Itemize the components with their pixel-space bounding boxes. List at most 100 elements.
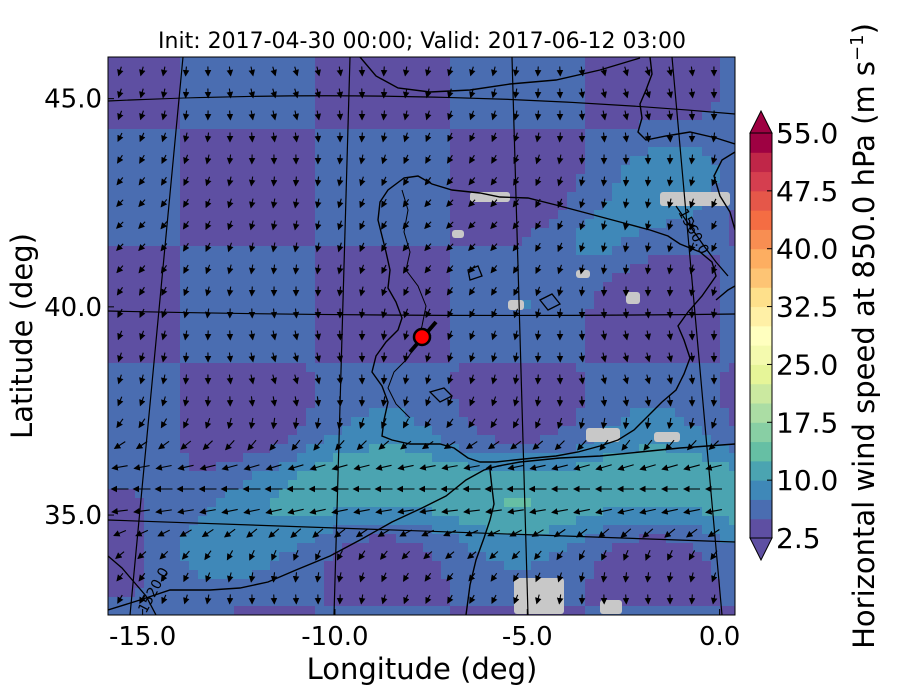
wind-vector: [403, 154, 410, 165]
wind-vector: [579, 264, 586, 275]
field-cell: [162, 138, 172, 148]
field-cell: [405, 309, 415, 319]
field-cell: [171, 435, 181, 445]
wind-vector: [248, 88, 255, 99]
field-cell: [153, 246, 163, 256]
field-cell: [369, 57, 379, 67]
field-cell: [720, 417, 730, 427]
field-cell: [306, 390, 316, 400]
field-cell: [135, 57, 145, 67]
field-cell: [693, 363, 703, 373]
missing-data-patch: [508, 300, 524, 310]
field-cell: [279, 435, 289, 445]
field-cell: [342, 372, 352, 382]
field-cell: [720, 399, 730, 409]
field-cell: [126, 336, 136, 346]
field-cell: [144, 471, 154, 481]
wind-vector: [157, 529, 170, 537]
field-cell: [504, 282, 514, 292]
field-cell: [639, 390, 649, 400]
field-cell: [288, 228, 298, 238]
field-cell: [621, 183, 631, 193]
field-cell: [639, 381, 649, 391]
field-cell: [117, 237, 127, 247]
field-cell: [189, 561, 199, 571]
field-cell: [252, 399, 262, 409]
field-cell: [315, 120, 325, 130]
field-cell: [603, 93, 613, 103]
field-cell: [396, 66, 406, 76]
field-cell: [432, 588, 442, 598]
field-cell: [270, 318, 280, 328]
wind-vector: [226, 88, 234, 99]
field-cell: [288, 516, 298, 526]
field-cell: [702, 570, 712, 580]
field-cell: [441, 435, 451, 445]
field-cell: [243, 372, 253, 382]
field-cell: [351, 228, 361, 238]
field-cell: [657, 309, 667, 319]
field-cell: [297, 381, 307, 391]
field-cell: [315, 498, 325, 508]
field-cell: [495, 363, 505, 373]
field-cell: [585, 111, 595, 121]
field-cell: [405, 255, 415, 265]
field-cell: [216, 318, 226, 328]
field-cell: [387, 381, 397, 391]
field-cell: [162, 453, 172, 463]
field-cell: [243, 534, 253, 544]
field-cell: [540, 255, 550, 265]
field-cell: [396, 453, 406, 463]
field-cell: [279, 543, 289, 553]
field-cell: [594, 156, 604, 166]
field-cell: [153, 480, 163, 490]
field-cell: [639, 138, 649, 148]
field-cell: [162, 435, 172, 445]
wind-vector: [601, 220, 608, 231]
wind-vector: [380, 374, 388, 385]
field-cell: [468, 300, 478, 310]
wind-vector: [491, 110, 498, 121]
field-cell: [396, 498, 406, 508]
field-cell: [432, 444, 442, 454]
field-cell: [657, 228, 667, 238]
field-cell: [315, 435, 325, 445]
coastline-iberia: [371, 175, 717, 463]
field-cell: [495, 93, 505, 103]
field-cell: [540, 120, 550, 130]
field-cell: [297, 444, 307, 454]
field-cell: [711, 129, 721, 139]
field-cell: [432, 66, 442, 76]
field-cell: [522, 417, 532, 427]
field-cell: [630, 507, 640, 517]
field-cell: [333, 93, 343, 103]
wind-vector: [447, 352, 454, 363]
field-cell: [459, 264, 469, 274]
field-cell: [180, 372, 190, 382]
field-cell: [711, 174, 721, 184]
field-cell: [477, 327, 487, 337]
field-cell: [207, 318, 217, 328]
field-cell: [189, 102, 199, 112]
field-cell: [171, 111, 181, 121]
field-cell: [459, 165, 469, 175]
field-cell: [405, 300, 415, 310]
field-cell: [108, 408, 118, 418]
field-cell: [603, 588, 613, 598]
field-cell: [621, 210, 631, 220]
field-cell: [342, 111, 352, 121]
field-cell: [450, 534, 460, 544]
field-cell: [612, 579, 622, 589]
wind-vector: [359, 220, 366, 231]
field-cell: [729, 111, 735, 121]
field-cell: [495, 534, 505, 544]
field-cell: [585, 120, 595, 130]
field-cell: [261, 291, 271, 301]
field-cell: [270, 75, 280, 85]
field-cell: [126, 138, 136, 148]
field-cell: [486, 390, 496, 400]
field-cell: [414, 462, 424, 472]
field-cell: [306, 426, 316, 436]
field-cell: [657, 210, 667, 220]
field-cell: [387, 363, 397, 373]
